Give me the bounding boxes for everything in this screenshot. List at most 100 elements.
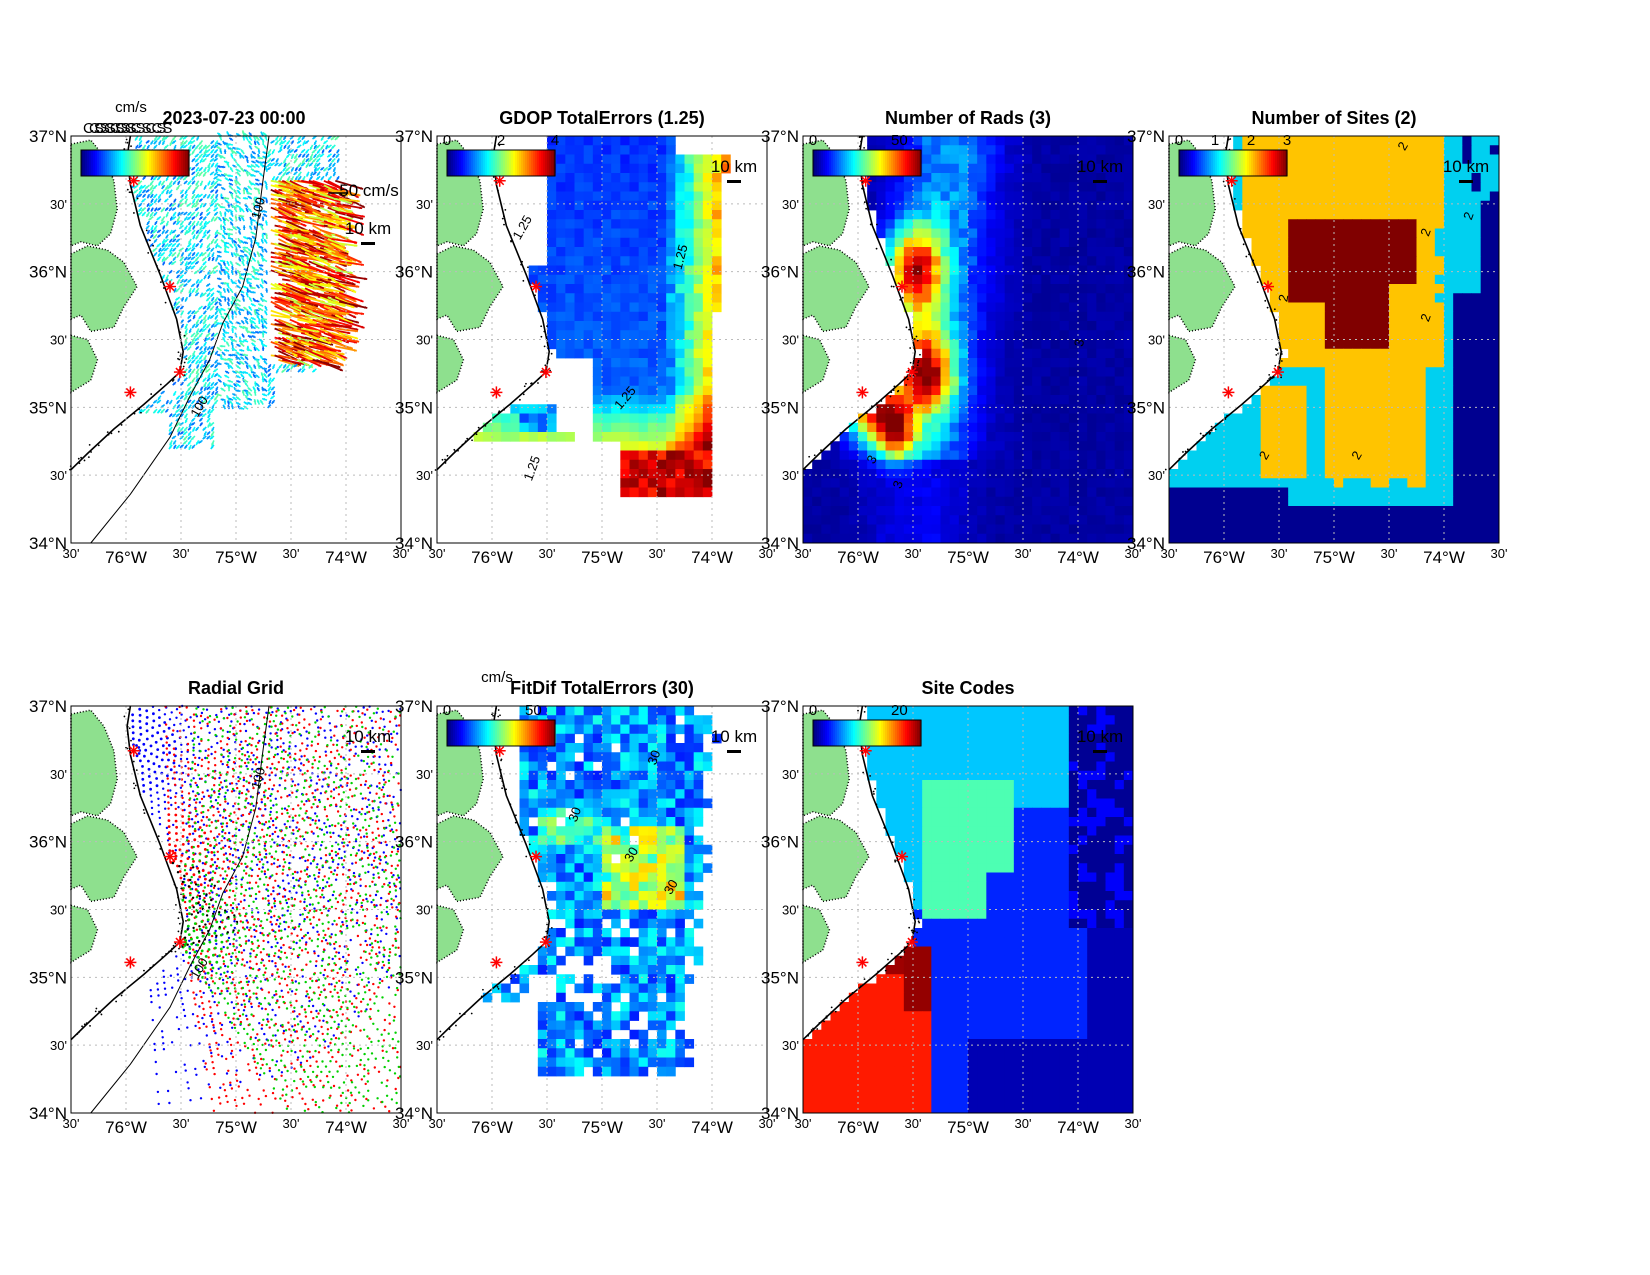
- colorbar: 024: [443, 132, 559, 176]
- data-cell: [620, 423, 630, 433]
- colorbar-tick-label: 0: [443, 132, 451, 149]
- current-vector-head: [247, 346, 250, 349]
- data-cell: [694, 182, 704, 192]
- data-cell: [1051, 155, 1061, 165]
- data-cell: [1069, 136, 1079, 146]
- data-cell: [703, 349, 713, 359]
- data-cell: [675, 155, 685, 165]
- data-cell: [639, 395, 649, 405]
- coast-dot: [504, 209, 506, 211]
- data-cell: [657, 182, 667, 192]
- data-cell: [611, 238, 621, 248]
- data-cell: [630, 478, 640, 488]
- data-cell: [986, 173, 996, 183]
- coast-dot: [538, 378, 540, 380]
- data-cell: [1023, 201, 1033, 211]
- data-cell: [648, 293, 658, 303]
- data-cell: [657, 460, 667, 470]
- data-cell: [602, 293, 612, 303]
- data-cell: [529, 423, 539, 433]
- data-cell: [602, 219, 612, 229]
- data-cell: [703, 275, 713, 285]
- data-cell: [593, 330, 603, 340]
- data-cell: [657, 395, 667, 405]
- data-cell: [977, 192, 987, 202]
- coast-dot: [442, 459, 444, 461]
- data-cell: [675, 312, 685, 322]
- current-vector-head: [220, 194, 223, 197]
- data-cell: [694, 377, 704, 387]
- data-cell: [611, 377, 621, 387]
- data-cell: [1041, 136, 1051, 146]
- colorbar-tick-label: 4: [551, 132, 559, 149]
- coast-dot: [498, 410, 500, 412]
- data-cell: [630, 377, 640, 387]
- data-cell: [1060, 192, 1070, 202]
- data-cell: [593, 275, 603, 285]
- data-cell: [630, 432, 640, 442]
- data-cell: [712, 256, 722, 266]
- data-cell: [1078, 136, 1088, 146]
- data-cell: [675, 451, 685, 461]
- data-cell: [648, 173, 658, 183]
- data-cell: [694, 192, 704, 202]
- data-cell: [666, 469, 676, 479]
- data-cell: [959, 164, 969, 174]
- data-cell: [950, 201, 960, 211]
- data-cell: [620, 275, 630, 285]
- lat-tick-label: 30': [416, 468, 433, 483]
- coast-dot: [90, 451, 92, 453]
- data-cell: [639, 451, 649, 461]
- data-cell: [639, 358, 649, 368]
- colorbar-overprint: CSCS: [95, 120, 137, 137]
- data-cell: [703, 395, 713, 405]
- data-cell: [1023, 182, 1033, 192]
- data-cell: [666, 460, 676, 470]
- data-cell: [703, 266, 713, 276]
- data-cell: [602, 321, 612, 331]
- data-cell: [620, 349, 630, 359]
- data-cell: [547, 303, 557, 313]
- data-cell: [639, 330, 649, 340]
- data-cell: [657, 284, 667, 294]
- data-cell: [666, 164, 676, 174]
- coast-dot: [130, 145, 132, 147]
- data-cell: [639, 312, 649, 322]
- data-cell: [712, 303, 722, 313]
- data-cell: [675, 395, 685, 405]
- data-cell: [685, 164, 695, 174]
- data-cell: [986, 136, 996, 146]
- data-cell: [996, 155, 1006, 165]
- coast-dot: [184, 362, 186, 364]
- data-cell: [694, 229, 704, 239]
- data-cell: [547, 275, 557, 285]
- current-vector: [339, 243, 357, 246]
- data-cell: [886, 182, 896, 192]
- data-cell: [602, 155, 612, 165]
- data-cell: [703, 219, 713, 229]
- data-cell: [657, 340, 667, 350]
- current-vector-head: [231, 315, 234, 318]
- data-cell: [712, 284, 722, 294]
- data-cell: [712, 275, 722, 285]
- data-cell: [630, 201, 640, 211]
- data-cell: [538, 423, 548, 433]
- data-cell: [547, 284, 557, 294]
- data-cell: [630, 238, 640, 248]
- data-cell: [538, 432, 548, 442]
- coast-dot: [138, 408, 140, 410]
- data-cell: [630, 219, 640, 229]
- data-cell: [657, 201, 667, 211]
- data-cell: [593, 164, 603, 174]
- data-cell: [556, 275, 566, 285]
- data-cell: [666, 423, 676, 433]
- data-cell: [584, 182, 594, 192]
- data-cell: [675, 229, 685, 239]
- data-cell: [483, 423, 493, 433]
- coast-dot: [178, 351, 180, 353]
- data-cell: [1060, 173, 1070, 183]
- data-cell: [593, 414, 603, 424]
- data-cell: [1106, 136, 1116, 146]
- coast-dot: [178, 359, 180, 361]
- data-cell: [648, 423, 658, 433]
